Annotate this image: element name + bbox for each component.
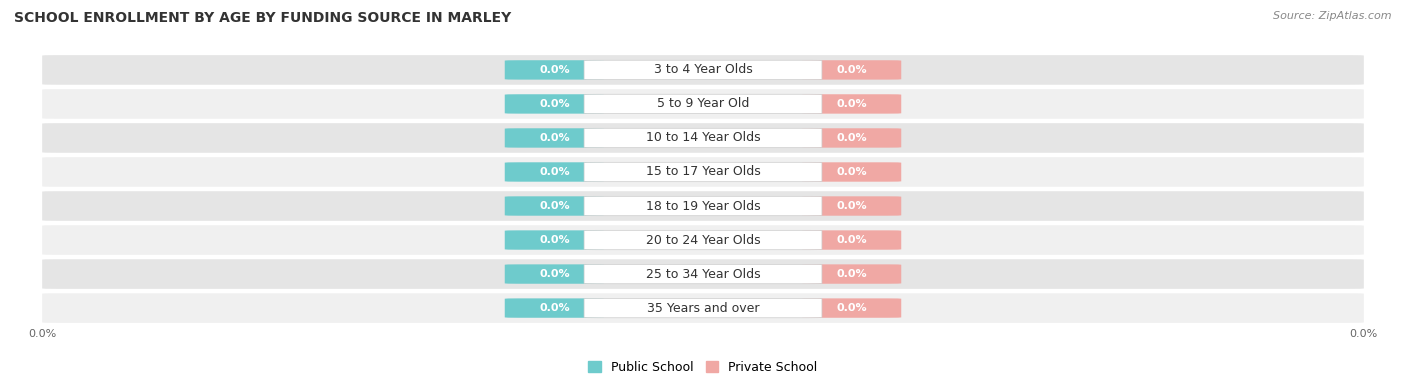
FancyBboxPatch shape — [505, 60, 603, 80]
Text: SCHOOL ENROLLMENT BY AGE BY FUNDING SOURCE IN MARLEY: SCHOOL ENROLLMENT BY AGE BY FUNDING SOUR… — [14, 11, 512, 25]
FancyBboxPatch shape — [801, 60, 901, 80]
FancyBboxPatch shape — [505, 264, 603, 284]
Text: 3 to 4 Year Olds: 3 to 4 Year Olds — [654, 64, 752, 76]
FancyBboxPatch shape — [505, 94, 603, 114]
FancyBboxPatch shape — [801, 298, 901, 318]
Text: 0.0%: 0.0% — [837, 303, 868, 313]
FancyBboxPatch shape — [42, 157, 1364, 187]
FancyBboxPatch shape — [801, 162, 901, 182]
FancyBboxPatch shape — [801, 94, 901, 114]
Text: 0.0%: 0.0% — [538, 167, 569, 177]
FancyBboxPatch shape — [801, 196, 901, 216]
Text: 18 to 19 Year Olds: 18 to 19 Year Olds — [645, 200, 761, 212]
Text: 0.0%: 0.0% — [837, 201, 868, 211]
FancyBboxPatch shape — [583, 298, 823, 318]
FancyBboxPatch shape — [583, 94, 823, 114]
Text: 5 to 9 Year Old: 5 to 9 Year Old — [657, 98, 749, 110]
FancyBboxPatch shape — [505, 298, 603, 318]
FancyBboxPatch shape — [583, 230, 823, 250]
Text: 15 to 17 Year Olds: 15 to 17 Year Olds — [645, 166, 761, 178]
Text: 20 to 24 Year Olds: 20 to 24 Year Olds — [645, 234, 761, 246]
FancyBboxPatch shape — [505, 230, 603, 250]
FancyBboxPatch shape — [42, 89, 1364, 119]
Text: 0.0%: 0.0% — [837, 167, 868, 177]
FancyBboxPatch shape — [42, 259, 1364, 289]
Text: 0.0%: 0.0% — [837, 99, 868, 109]
FancyBboxPatch shape — [505, 162, 603, 182]
FancyBboxPatch shape — [505, 196, 603, 216]
Text: 0.0%: 0.0% — [538, 235, 569, 245]
FancyBboxPatch shape — [801, 264, 901, 284]
FancyBboxPatch shape — [583, 60, 823, 80]
FancyBboxPatch shape — [42, 55, 1364, 85]
Text: 0.0%: 0.0% — [538, 99, 569, 109]
FancyBboxPatch shape — [801, 230, 901, 250]
FancyBboxPatch shape — [42, 293, 1364, 323]
Text: 0.0%: 0.0% — [538, 303, 569, 313]
Text: 0.0%: 0.0% — [538, 201, 569, 211]
Text: 0.0%: 0.0% — [538, 269, 569, 279]
FancyBboxPatch shape — [583, 162, 823, 182]
Text: 0.0%: 0.0% — [538, 65, 569, 75]
FancyBboxPatch shape — [505, 128, 603, 148]
FancyBboxPatch shape — [801, 128, 901, 148]
FancyBboxPatch shape — [42, 225, 1364, 255]
FancyBboxPatch shape — [42, 123, 1364, 153]
Text: 0.0%: 0.0% — [837, 269, 868, 279]
Legend: Public School, Private School: Public School, Private School — [583, 356, 823, 378]
Text: 0.0%: 0.0% — [837, 65, 868, 75]
Text: 35 Years and over: 35 Years and over — [647, 302, 759, 314]
Text: 10 to 14 Year Olds: 10 to 14 Year Olds — [645, 132, 761, 144]
Text: 25 to 34 Year Olds: 25 to 34 Year Olds — [645, 268, 761, 280]
FancyBboxPatch shape — [42, 191, 1364, 221]
FancyBboxPatch shape — [583, 128, 823, 148]
FancyBboxPatch shape — [583, 196, 823, 216]
FancyBboxPatch shape — [583, 264, 823, 284]
Text: 0.0%: 0.0% — [538, 133, 569, 143]
Text: 0.0%: 0.0% — [837, 235, 868, 245]
Text: 0.0%: 0.0% — [837, 133, 868, 143]
Text: Source: ZipAtlas.com: Source: ZipAtlas.com — [1274, 11, 1392, 21]
